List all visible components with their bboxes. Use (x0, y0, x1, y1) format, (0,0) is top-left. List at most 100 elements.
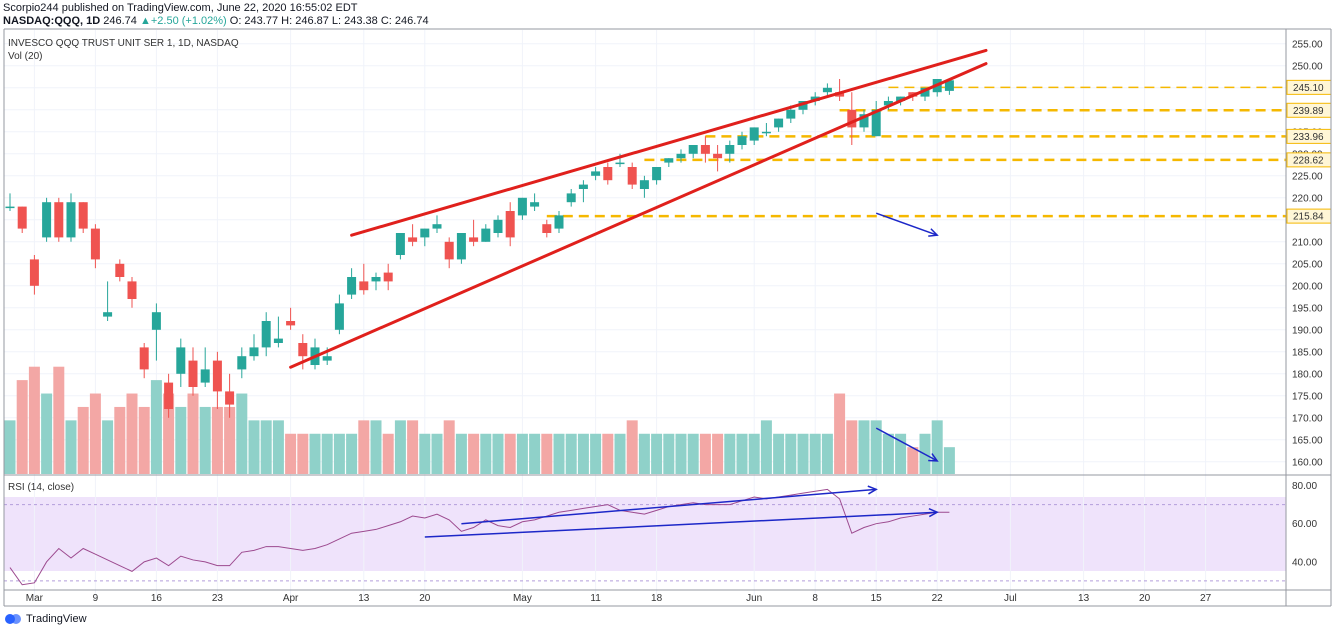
candle-body (225, 391, 235, 405)
candle-body (530, 202, 540, 207)
volume-bar (541, 433, 553, 474)
candle-body (456, 233, 466, 260)
volume-bar (77, 406, 89, 474)
candle-body (725, 145, 735, 154)
volume-bar (285, 433, 297, 474)
volume-bar (150, 380, 162, 474)
candle-body (700, 145, 710, 154)
volume-bar (858, 420, 870, 474)
price-tick-label: 170.00 (1292, 413, 1323, 424)
candle-body (603, 167, 613, 181)
candle-body (517, 197, 527, 216)
candle-body (261, 321, 271, 348)
time-tick-label: Mar (26, 593, 44, 604)
candle-body (896, 96, 906, 101)
volume-bar (358, 420, 370, 474)
price-divergence-arrow-head (928, 228, 939, 237)
level-label: 215.84 (1293, 212, 1324, 223)
candle-body (66, 202, 76, 238)
price-divergence-arrow (875, 212, 938, 236)
volume-bar (651, 433, 663, 474)
symbol-name[interactable]: NASDAQ:QQQ, 1D (3, 15, 101, 27)
candle-body (761, 131, 771, 134)
candle-body (90, 228, 100, 260)
candle-body (420, 228, 430, 238)
time-tick-label: 23 (212, 593, 224, 604)
price-tick-label: 180.00 (1292, 369, 1323, 380)
volume-bar (553, 433, 565, 474)
volume-bar (663, 433, 675, 474)
volume-bar (126, 393, 138, 474)
price-tick-label: 225.00 (1292, 171, 1323, 182)
candle-body (298, 343, 308, 357)
volume-bar (114, 406, 126, 474)
volume-bar (407, 420, 419, 474)
candle-body (615, 162, 625, 165)
level-label: 245.10 (1293, 83, 1324, 94)
open-value: O: 243.77 (229, 15, 279, 27)
price-axis[interactable]: 160.00 165.00 170.00 175.00 180.00 185.00 190.… (1286, 28, 1335, 608)
volume-bar (736, 433, 748, 474)
volume-bar (846, 420, 858, 474)
volume-bar (565, 433, 577, 474)
volume-bar (89, 393, 101, 474)
candle-body (469, 237, 479, 242)
rsi-tick-label: 80.00 (1292, 481, 1317, 492)
price-tick-label: 250.00 (1292, 61, 1323, 72)
publish-info: Scorpio244 published on TradingView.com,… (3, 2, 358, 14)
time-tick-label: 18 (651, 593, 663, 604)
candle-body (78, 202, 88, 229)
low-value: L: 243.38 (331, 15, 378, 27)
candle-body (859, 114, 869, 128)
candle-body (249, 347, 259, 357)
rsi-tick-label: 40.00 (1292, 557, 1317, 568)
volume-bar (102, 420, 114, 474)
volume-bar (712, 433, 724, 474)
candle-body (481, 228, 491, 242)
candle-body (127, 281, 137, 299)
candle-body (542, 224, 552, 233)
volume-bar (65, 420, 77, 474)
candle-body (17, 206, 27, 229)
volume-bar (199, 406, 211, 474)
time-tick-label: Jul (1004, 593, 1017, 604)
candle-body (566, 193, 576, 203)
time-axis[interactable]: Mar 9 16 23 Apr 13 20 May 11 18 Jun 8 15 22 Jul 13 20 27 (26, 593, 1212, 604)
candle-body (334, 303, 344, 330)
rsi-lower-arrow (424, 511, 938, 538)
volume-bar (419, 433, 431, 474)
level-label: 239.89 (1293, 106, 1324, 117)
volume-bar (882, 433, 894, 474)
close-value: C: 246.74 (380, 15, 429, 27)
tradingview-logo[interactable]: TradingView (4, 612, 87, 626)
candle-body (432, 224, 442, 229)
volume-bar (370, 420, 382, 474)
volume-bar (431, 433, 443, 474)
volume-bar (760, 420, 772, 474)
price-tick-label: 210.00 (1292, 237, 1323, 248)
candle-body (786, 109, 796, 119)
candle-body (627, 167, 637, 185)
candle-body (822, 87, 832, 93)
candle-body (652, 167, 662, 181)
candle-body (322, 356, 332, 361)
candle-body (591, 171, 601, 176)
main-pane-title: INVESCO QQQ TRUST UNIT SER 1, 1D, NASDAQ (8, 38, 239, 49)
volume-bar (455, 433, 467, 474)
candle-body (944, 80, 954, 91)
candle-body (212, 360, 222, 392)
volume-bar (834, 393, 846, 474)
rsi-lower-arrow-head (928, 508, 939, 518)
candle-body (115, 263, 125, 277)
volume-bar (529, 433, 541, 474)
axis-background (1286, 28, 1335, 608)
volume-bar (28, 366, 40, 474)
candle-body (737, 136, 747, 145)
time-tick-label: May (513, 593, 532, 604)
volume-bar (272, 420, 284, 474)
candle-body (395, 233, 405, 255)
volume-bar (492, 433, 504, 474)
candles[interactable] (5, 79, 954, 418)
volume-bar (236, 393, 248, 474)
